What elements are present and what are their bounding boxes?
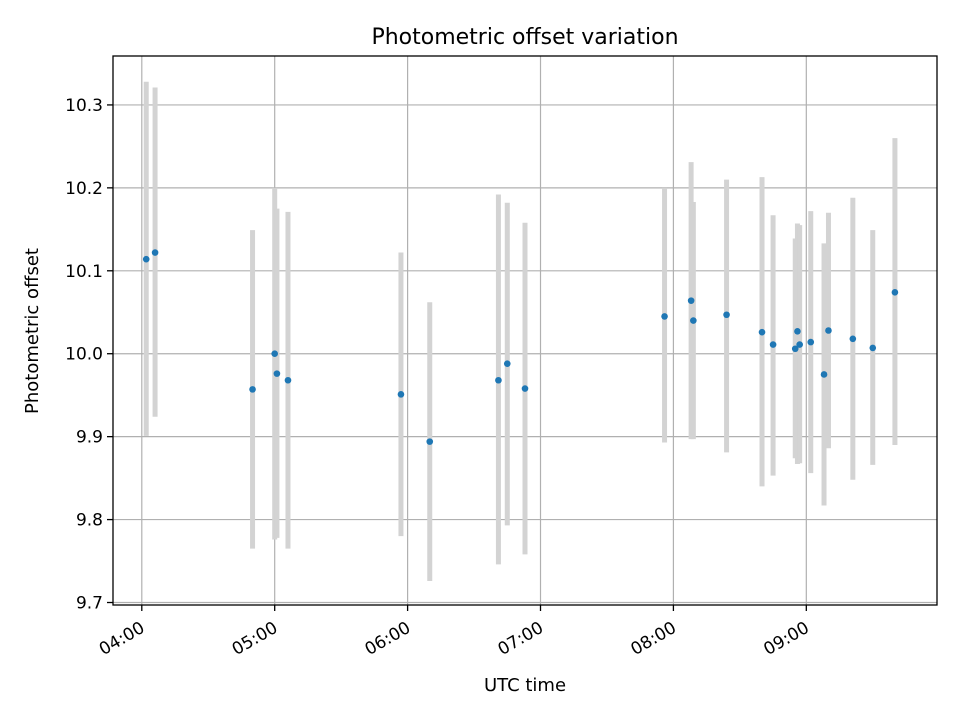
data-point: [791, 345, 799, 353]
data-point: [891, 289, 899, 296]
data-point: [426, 438, 434, 445]
data-point: [284, 376, 292, 384]
y-axis-ticks: 9.7 9.8 9.9 10.0 10.1 10.2 10.3: [65, 96, 113, 614]
data-point: [273, 370, 281, 377]
data-point: [849, 335, 857, 343]
data-point: [869, 344, 877, 352]
y-tick-label: 9.7: [76, 594, 103, 614]
data-point: [796, 341, 803, 348]
data-point: [687, 297, 695, 304]
data-point: [271, 350, 278, 358]
y-tick-label: 9.8: [76, 511, 103, 531]
data-point: [521, 385, 529, 392]
data-point: [769, 341, 777, 348]
data-point: [690, 317, 697, 324]
data-point: [397, 391, 405, 398]
y-tick-label: 10.2: [65, 179, 103, 199]
data-point: [825, 327, 832, 334]
data-point: [661, 313, 668, 320]
data-point: [794, 328, 801, 335]
data-point: [503, 360, 511, 367]
plot-frame: [112, 55, 938, 606]
data-point: [723, 311, 730, 319]
data-point: [142, 255, 150, 263]
y-tick-label: 10.1: [65, 262, 103, 282]
data-point: [758, 328, 766, 336]
x-axis-label: UTC time: [484, 675, 566, 696]
y-tick-label: 10.0: [65, 345, 103, 365]
y-axis-label: Photometric offset: [22, 248, 43, 414]
data-point: [820, 371, 828, 378]
data-points: [142, 249, 899, 445]
data-point: [495, 376, 502, 384]
y-tick-label: 9.9: [76, 428, 103, 448]
data-point: [807, 338, 815, 346]
data-point: [151, 249, 159, 256]
chart-title: Photometric offset variation: [371, 25, 678, 50]
data-point: [249, 386, 256, 393]
y-tick-label: 10.3: [65, 96, 103, 116]
